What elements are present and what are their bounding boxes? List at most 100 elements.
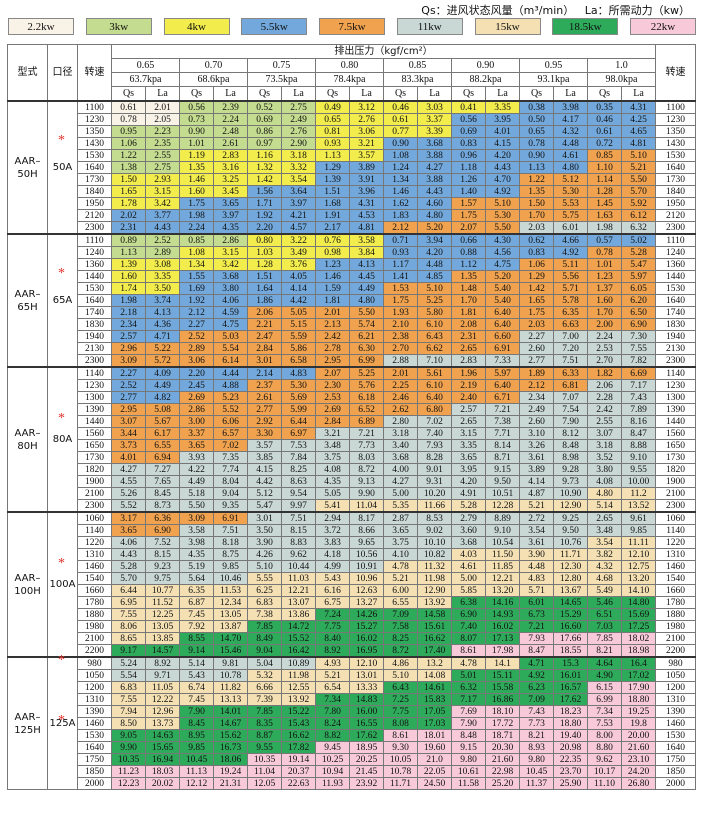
la-value: 6.40 (485, 379, 520, 392)
la-value: 4.66 (553, 233, 588, 247)
la-value: 17.82 (281, 741, 316, 754)
qs-value: 2.89 (179, 342, 214, 355)
qs-value: 7.38 (247, 608, 282, 621)
qs-value: 0.76 (315, 233, 350, 247)
la-value: 8.53 (417, 511, 452, 525)
qs-value: 2.06 (247, 306, 282, 319)
la-value: 15.69 (620, 608, 657, 621)
la-value: 2.55 (145, 149, 180, 162)
la-value: 6.36 (145, 511, 180, 525)
qs-value: 6.00 (383, 584, 418, 597)
qs-value: 7.09 (519, 693, 554, 706)
la-value: 18.02 (620, 632, 657, 645)
la-value: 4.27 (417, 161, 452, 174)
la-value: 7.30 (620, 330, 657, 343)
la-value: 16.62 (281, 729, 316, 742)
qs-value: 3.40 (383, 439, 418, 452)
qs-value: 7.92 (179, 620, 214, 633)
pressure-kgf: 0.70 (179, 58, 248, 73)
la-value: 4.71 (145, 330, 180, 343)
la-value: 13.33 (349, 681, 384, 694)
la-value: 3.97 (213, 209, 248, 222)
qs-value: 4.15 (247, 463, 282, 476)
qs-value: 2.01 (315, 306, 350, 319)
la-value: 2.35 (145, 137, 180, 150)
la-value: 8.71 (485, 451, 520, 464)
pressure-kpa: 88.2kpa (451, 72, 520, 87)
qs-value: 1.53 (383, 282, 418, 295)
la-value: 12.75 (620, 560, 657, 573)
qs-value: 1.22 (519, 173, 554, 186)
qs-value: 2.57 (111, 330, 146, 343)
qs-value: 8.06 (111, 620, 146, 633)
la-value: 14.67 (213, 717, 248, 730)
qs-value: 1.63 (587, 209, 622, 222)
speed: 1980 (77, 620, 112, 633)
la-value: 6.52 (349, 403, 384, 416)
data-row: 1840 1.65 3.15 1.60 3.45 1.56 3.64 1.51 3.96 1.46… (8, 185, 697, 198)
la-value: 8.48 (553, 439, 588, 452)
la-value: 3.96 (349, 185, 384, 198)
qs-value: 1.13 (111, 246, 146, 259)
qs-value: 2.87 (383, 511, 418, 525)
performance-table: 型式 口径 转速 排出压力（kgf/cm²） 转速 0.65 0.70 0.75 0.80 0.8… (7, 44, 697, 790)
la-value: 18.06 (213, 753, 248, 766)
speed: 1060 (77, 511, 112, 525)
qs-value: 2.06 (587, 379, 622, 392)
la-value: 5.74 (349, 318, 384, 331)
qs-value: 0.86 (247, 125, 282, 138)
qs-value: 1.59 (315, 282, 350, 295)
la-value: 8.04 (213, 475, 248, 488)
qs-value: 1.14 (587, 173, 622, 186)
la-value: 6.44 (281, 415, 316, 428)
data-row: 1310 4.43 8.15 4.35 8.75 4.26 9.62 4.18 10.56 4.1… (8, 548, 697, 561)
la-value: 5.10 (417, 282, 452, 295)
qs-value: 8.07 (451, 632, 486, 645)
qs-value: 1.93 (383, 306, 418, 319)
la-value: 8.14 (485, 439, 520, 452)
speed: 2100 (655, 487, 697, 500)
qs-value: 1.37 (587, 282, 622, 295)
qs-value: 4.87 (519, 487, 554, 500)
qs-value: 5.19 (179, 560, 214, 573)
la-value: 7.27 (145, 463, 180, 476)
qs-value: 1.55 (179, 270, 214, 283)
bore-header: 口径 (47, 44, 78, 102)
speed: 1530 (655, 729, 697, 742)
speed: 1950 (655, 197, 697, 210)
speed: 2130 (655, 342, 697, 355)
data-row: 2000 12.23 20.02 12.12 21.31 12.05 22.63 11.93 2… (8, 777, 697, 790)
qs-value: 3.75 (315, 451, 350, 464)
pressure-kgf: 1.0 (586, 58, 657, 73)
qs-value: 0.69 (451, 125, 486, 138)
qs-value: 7.58 (383, 620, 418, 633)
qs-value: 2.27 (179, 318, 214, 331)
qs-value: 0.38 (519, 100, 554, 114)
la-value: 7.93 (417, 439, 452, 452)
la-value: 4.75 (485, 258, 520, 271)
qs-value: 2.45 (179, 379, 214, 392)
qs-value: 7.93 (519, 632, 554, 645)
data-row: 1440 * 3.07 5.67 3.00 6.06 2.92 6.44 2.84 6.89 2.8… (8, 412, 697, 428)
speed: 1820 (655, 463, 697, 476)
qs-value: 2.07 (451, 221, 486, 235)
la-value: 20.37 (281, 765, 316, 778)
qs-value: 10.78 (383, 765, 418, 778)
qs-value: 2.38 (383, 330, 418, 343)
la-value: 3.88 (417, 173, 452, 186)
la-value: 6.12 (620, 209, 657, 222)
qs-value: 4.48 (519, 560, 554, 573)
la-value: 4.44 (213, 366, 248, 380)
la-value: 5.69 (281, 391, 316, 404)
data-row: 1980 8.06 13.05 7.92 13.87 7.85 14.72 7.75 15.27… (8, 620, 697, 633)
la-value: 3.35 (145, 270, 180, 283)
data-row: 1430 * 1.06 2.35 1.01 2.61 0.97 2.90 0.93 3.21 0.9… (8, 134, 697, 150)
la-value: 4.48 (417, 258, 452, 271)
qs-value: 5.10 (383, 669, 418, 682)
qs-value: 0.50 (519, 113, 554, 126)
qs-value: 5.01 (451, 669, 486, 682)
la-value: 9.35 (213, 499, 248, 513)
qs-value: 4.35 (315, 475, 350, 488)
qs-value: 1.23 (587, 270, 622, 283)
qs-value: 6.90 (451, 608, 486, 621)
